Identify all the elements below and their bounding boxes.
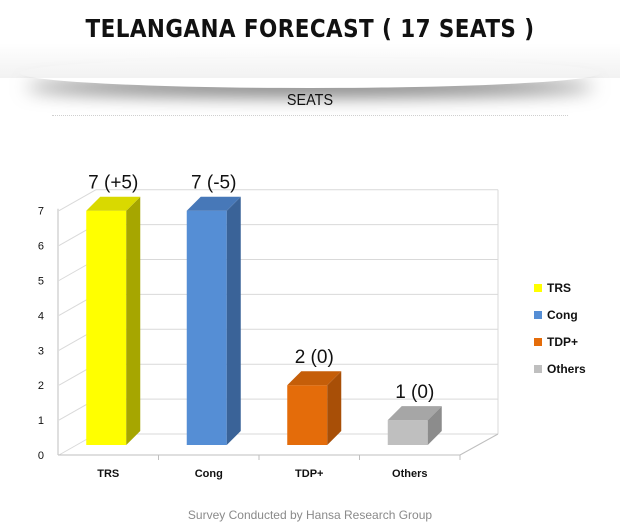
legend-item-trs: TRS [534, 274, 586, 301]
bar-top [186, 196, 241, 211]
legend-swatch [534, 337, 542, 346]
bar-front [287, 385, 328, 445]
footer-note: Survey Conducted by Hansa Research Group [187, 508, 433, 522]
bar-side [327, 371, 342, 445]
data-label: 2 (0) [295, 347, 334, 368]
legend-item-cong: Cong [534, 301, 586, 328]
data-label: 7 (-5) [191, 173, 236, 194]
legend-swatch [534, 283, 542, 292]
floor-edge [459, 433, 499, 456]
header-band [0, 0, 620, 78]
x-tick-label: Cong [195, 468, 223, 480]
title-divider [52, 115, 568, 116]
gridline-diagonal [58, 189, 97, 212]
legend-label: Cong [547, 307, 578, 322]
y-tick-label: 6 [38, 241, 44, 253]
legend-item-tdp: TDP+ [534, 328, 586, 355]
legend-swatch [534, 310, 542, 319]
bar-top [387, 406, 442, 421]
legend-label: Others [547, 361, 586, 376]
page-title: TELANGANA FORECAST ( 17 SEATS ) [85, 14, 535, 43]
bar-side [226, 196, 241, 445]
bar-front [186, 210, 227, 445]
bar-front [86, 210, 127, 445]
bar-top [287, 371, 342, 386]
bar-side [427, 406, 442, 445]
y-tick-label: 1 [38, 415, 44, 427]
legend-label: TRS [547, 280, 571, 295]
y-tick-label: 0 [38, 450, 44, 462]
data-label: 7 (+5) [88, 173, 138, 194]
y-tick-label: 7 [38, 206, 44, 218]
y-tick-label: 2 [38, 380, 44, 392]
legend-item-others: Others [534, 355, 586, 382]
x-tick-label: TRS [97, 468, 119, 480]
x-tick-label: Others [392, 468, 427, 480]
bar-chart: 0 1 2 3 4 5 6 7 7 (+5) TRS 7 (-5) Cong 2 (0) TDP+ 1 (0… [38, 173, 499, 480]
x-tick-label: TDP+ [295, 468, 323, 480]
y-tick-label: 5 [38, 276, 44, 288]
bar-front [387, 420, 428, 445]
legend-swatch [534, 364, 542, 373]
legend-label: TDP+ [547, 334, 579, 349]
chart-legend: TRS Cong TDP+ Others [534, 274, 586, 382]
bar-top [86, 196, 141, 211]
y-tick-label: 3 [38, 345, 44, 357]
chart-title: SEATS [286, 92, 334, 109]
data-label: 1 (0) [395, 382, 434, 403]
y-tick-label: 4 [38, 310, 44, 322]
bar-side [126, 196, 141, 445]
